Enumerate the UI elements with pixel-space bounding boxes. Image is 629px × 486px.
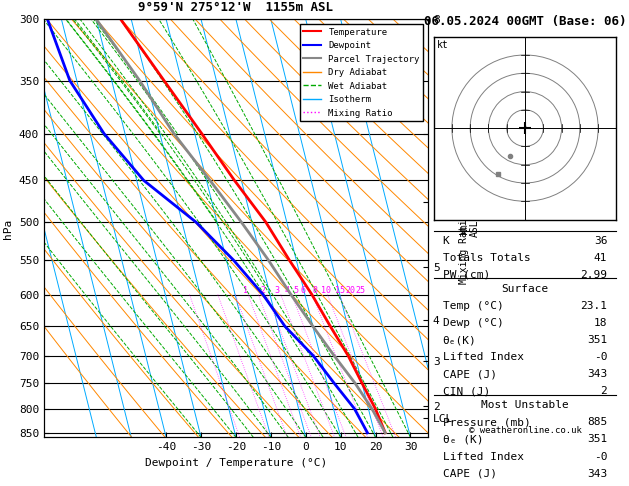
Text: 343: 343: [587, 369, 607, 379]
Y-axis label: hPa: hPa: [3, 218, 13, 239]
Text: CAPE (J): CAPE (J): [443, 469, 497, 479]
Text: CIN (J): CIN (J): [443, 386, 490, 397]
Text: 3: 3: [274, 286, 279, 295]
Text: kt: kt: [437, 40, 449, 50]
Text: 25: 25: [356, 286, 365, 295]
Text: 4: 4: [285, 286, 290, 295]
Text: 20: 20: [345, 286, 355, 295]
Text: -0: -0: [594, 451, 607, 462]
Legend: Temperature, Dewpoint, Parcel Trajectory, Dry Adiabat, Wet Adiabat, Isotherm, Mi: Temperature, Dewpoint, Parcel Trajectory…: [299, 24, 423, 122]
Text: 5: 5: [294, 286, 299, 295]
Text: 1: 1: [243, 286, 248, 295]
Text: 351: 351: [587, 434, 607, 444]
Text: 23.1: 23.1: [581, 301, 607, 311]
Text: 06.05.2024 00GMT (Base: 06): 06.05.2024 00GMT (Base: 06): [424, 15, 626, 28]
Text: Dewp (°C): Dewp (°C): [443, 318, 503, 328]
Text: Surface: Surface: [501, 284, 548, 294]
Text: 2.99: 2.99: [581, 270, 607, 280]
Text: 15: 15: [335, 286, 345, 295]
Text: Totals Totals: Totals Totals: [443, 253, 530, 263]
Text: Lifted Index: Lifted Index: [443, 451, 524, 462]
Text: 41: 41: [594, 253, 607, 263]
Text: 885: 885: [587, 417, 607, 427]
Text: 18: 18: [594, 318, 607, 328]
Text: -0: -0: [594, 352, 607, 362]
Text: 6: 6: [301, 286, 306, 295]
Text: Mixing Ratio (g/kg): Mixing Ratio (g/kg): [459, 173, 469, 284]
Text: 36: 36: [594, 236, 607, 245]
Text: © weatheronline.co.uk: © weatheronline.co.uk: [469, 426, 581, 435]
Y-axis label: km
ASL: km ASL: [459, 220, 480, 237]
Text: 2: 2: [601, 386, 607, 397]
Text: 8: 8: [313, 286, 318, 295]
Text: 10: 10: [321, 286, 331, 295]
Text: Lifted Index: Lifted Index: [443, 352, 524, 362]
Text: 2: 2: [260, 286, 265, 295]
Text: Temp (°C): Temp (°C): [443, 301, 503, 311]
Text: PW (cm): PW (cm): [443, 270, 490, 280]
Text: θₑ(K): θₑ(K): [443, 335, 477, 345]
Text: 343: 343: [587, 469, 607, 479]
Title: 9°59'N 275°12'W  1155m ASL: 9°59'N 275°12'W 1155m ASL: [138, 1, 333, 14]
Text: K: K: [443, 236, 450, 245]
Text: θₑ (K): θₑ (K): [443, 434, 483, 444]
X-axis label: Dewpoint / Temperature (°C): Dewpoint / Temperature (°C): [145, 458, 327, 468]
Text: CAPE (J): CAPE (J): [443, 369, 497, 379]
Text: 351: 351: [587, 335, 607, 345]
Text: Pressure (mb): Pressure (mb): [443, 417, 530, 427]
Text: Most Unstable: Most Unstable: [481, 400, 569, 410]
